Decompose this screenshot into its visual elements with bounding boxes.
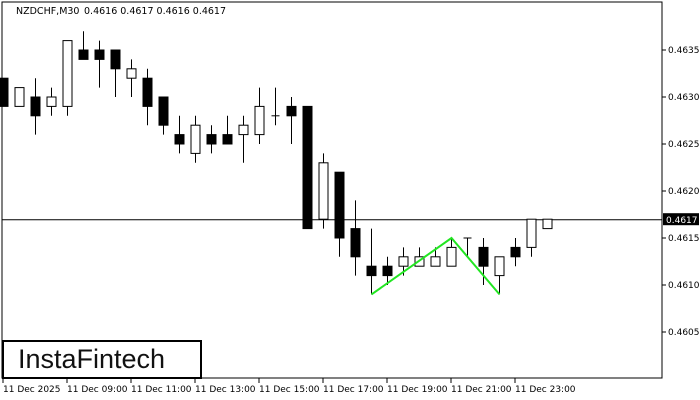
candle — [126, 59, 137, 97]
candle-body-bear — [366, 265, 377, 277]
candle — [430, 247, 441, 267]
candle — [110, 49, 121, 97]
candle — [222, 115, 233, 145]
x-tick-label: 11 Dec 15:00 — [259, 385, 320, 395]
x-tick-label: 11 Dec 13:00 — [195, 385, 256, 395]
y-tick-label: 0.4615 — [668, 234, 700, 244]
candle-body-bear — [158, 96, 169, 126]
instafintech-logo: InstaFintech — [2, 340, 202, 379]
candle-body-bear — [0, 77, 9, 107]
candle — [62, 40, 73, 116]
x-tick-label: 11 Dec 09:00 — [67, 385, 128, 395]
candle — [510, 238, 521, 267]
y-tick-label: 0.4630 — [668, 93, 700, 103]
x-tick-label: 11 Dec 17:00 — [323, 385, 384, 395]
candle-body-bear — [142, 77, 153, 107]
candle — [463, 237, 472, 257]
candle-body-bull — [398, 256, 409, 267]
x-tick-label: 11 Dec 23:00 — [515, 385, 576, 395]
candle — [174, 115, 185, 154]
candle — [142, 68, 153, 126]
candle-body-bull — [318, 162, 329, 220]
candle — [366, 228, 377, 295]
candle — [30, 78, 41, 135]
candle-body-bull — [446, 246, 457, 267]
candle — [542, 218, 553, 230]
candle-body-bear — [206, 134, 217, 145]
candle-body-bull — [190, 124, 201, 154]
candle-body-bull — [126, 68, 137, 79]
candle-body-bear — [478, 246, 489, 267]
candle-body-bear — [286, 105, 297, 117]
candle — [94, 40, 105, 88]
chart-title-ohlc: 0.4616 0.4617 0.4616 0.4617 — [84, 6, 226, 17]
candle — [271, 87, 280, 126]
candle — [382, 256, 393, 285]
candle — [238, 115, 249, 163]
x-tick-label: 11 Dec 21:00 — [451, 385, 512, 395]
candle-body-bull — [430, 256, 441, 267]
candle-body-bull — [494, 256, 505, 277]
x-tick-label: 11 Dec 19:00 — [387, 385, 448, 395]
candle — [446, 238, 457, 267]
candle — [494, 256, 505, 295]
candle-body-bull — [238, 124, 249, 136]
double-bottom-pattern-line — [370, 236, 501, 296]
candle-body-bear — [94, 49, 105, 60]
candle — [0, 77, 9, 107]
candle — [206, 125, 217, 154]
candle-body-bear — [302, 105, 313, 230]
candle — [526, 218, 537, 257]
candle — [350, 200, 361, 276]
candle-body-bear — [110, 49, 121, 70]
current-price-label: 0.4617 — [666, 216, 698, 226]
candle-body-bear — [382, 265, 393, 277]
candle-body-bear — [30, 96, 41, 117]
candle-body-bull — [254, 105, 265, 136]
candle-body-bull — [46, 96, 57, 107]
x-tick-label: 11 Dec 11:00 — [131, 385, 192, 395]
y-tick-label: 0.4620 — [668, 187, 700, 197]
y-tick-label: 0.4625 — [668, 140, 700, 150]
candle — [478, 238, 489, 285]
candle-body-bull — [526, 218, 537, 248]
current-price-badge — [663, 213, 699, 226]
candle — [14, 87, 25, 107]
candle-body-bear — [350, 228, 361, 258]
candle — [158, 96, 169, 135]
candle-body-bull — [62, 40, 73, 107]
candle — [318, 153, 329, 229]
candle-body-bear — [334, 171, 345, 239]
candle-body-bull — [542, 218, 553, 230]
logo-text: InstaFintech — [18, 344, 166, 374]
candle — [334, 171, 345, 257]
candle-body-bear — [174, 134, 185, 145]
y-tick-label: 0.4635 — [668, 46, 700, 56]
candle-body-bull — [14, 87, 25, 107]
candle — [190, 115, 201, 163]
candle — [286, 97, 297, 144]
candle-body-bear — [510, 246, 521, 258]
candle — [302, 105, 313, 230]
candle-body-bear — [222, 134, 233, 145]
chart-title-symbol: NZDCHF,M30 — [16, 6, 79, 17]
y-tick-label: 0.4610 — [668, 281, 700, 291]
candle — [46, 87, 57, 116]
candle — [78, 31, 89, 60]
candle — [254, 87, 265, 144]
candle-body-bear — [78, 49, 89, 60]
y-tick-label: 0.4605 — [668, 328, 700, 338]
x-tick-label: 11 Dec 2025 — [3, 385, 61, 395]
